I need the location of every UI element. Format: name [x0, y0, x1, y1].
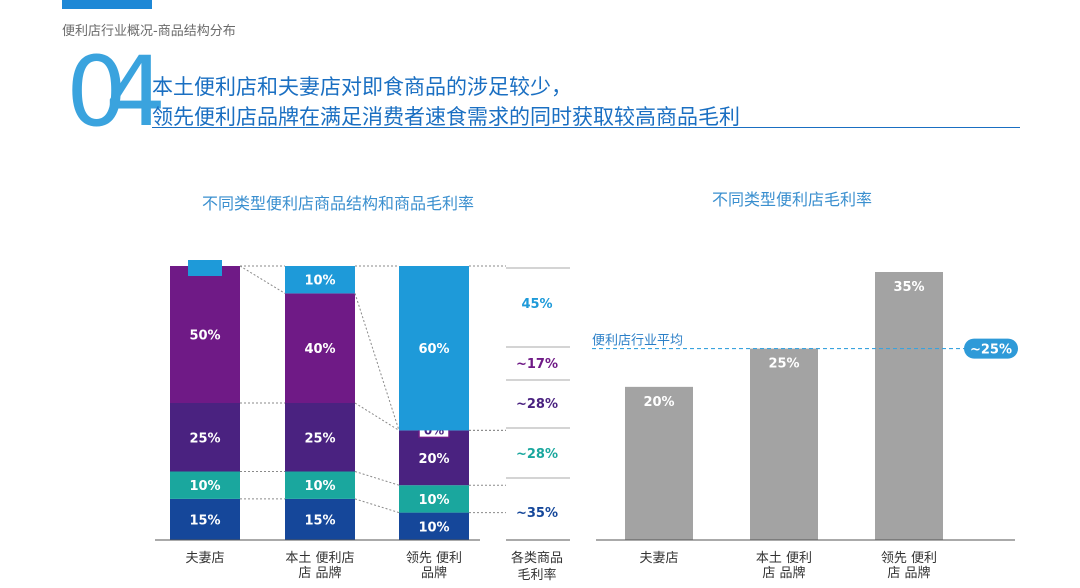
connector-line [354, 498, 400, 514]
right-chart-title: 不同类型便利店毛利率 [712, 190, 873, 209]
segment-label: 10% [189, 479, 220, 494]
category-label: 本土 便利 [756, 551, 812, 566]
segment-label: 10% [418, 520, 449, 535]
gray-bar [625, 386, 693, 540]
stack-segment [285, 403, 355, 472]
category-label: 夫妻店 [639, 551, 678, 566]
stack-segment [399, 430, 469, 486]
connector-line [354, 402, 400, 431]
top-accent-bar [62, 0, 152, 9]
segment-label: 25% [304, 431, 335, 446]
connector-line [239, 265, 286, 294]
segment-label: 50% [189, 329, 220, 344]
breadcrumb: 便利店行业概况-商品结构分布 [62, 24, 236, 39]
segment-label: 10% [304, 274, 335, 289]
headline: 本土便利店和夫妻店对即食商品的涉足较少， 领先便利店品牌在满足消费者速食需求的同… [152, 72, 740, 132]
segment-label: 10% [418, 493, 449, 508]
segment-label: 15% [189, 513, 220, 528]
connector-line [354, 471, 400, 486]
category-label: 夫妻店 [185, 551, 224, 566]
left-chart-title: 不同类型便利店商品结构和商品毛利率 [202, 194, 475, 213]
connector-line [354, 293, 400, 431]
stack-segment [399, 485, 469, 513]
category-label: 品牌 [421, 565, 447, 581]
category-label: 店 品牌 [887, 565, 930, 581]
average-badge-label: ~25% [970, 343, 1012, 358]
category-label: 店 品牌 [762, 565, 805, 581]
bar-value-label: 20% [643, 395, 674, 410]
stack-segment [285, 266, 355, 294]
gray-bar [875, 272, 943, 540]
segment-label: 40% [304, 342, 335, 357]
segment-label: 15% [304, 513, 335, 528]
gray-bar [750, 348, 818, 540]
margin-column-label: 各类商品 [511, 550, 563, 566]
category-label: 领先 便利 [406, 551, 462, 566]
zero-value-box [188, 260, 222, 276]
headline-line-2: 领先便利店品牌在满足消费者速食需求的同时获取较高商品毛利 [152, 105, 740, 129]
segment-label: 60% [418, 342, 449, 357]
bar-value-label: 35% [893, 280, 924, 295]
stack-segment [285, 471, 355, 499]
margin-value: ~35% [516, 506, 558, 521]
stack-segment [170, 471, 240, 499]
segment-label: 10% [304, 479, 335, 494]
headline-line-1: 本土便利店和夫妻店对即食商品的涉足较少， [152, 75, 572, 99]
margin-value: 45% [521, 297, 552, 312]
average-reference-label: 便利店行业平均 [592, 334, 683, 349]
stack-segment [399, 266, 469, 431]
margin-value: ~28% [516, 447, 558, 462]
bar-value-label: 25% [768, 357, 799, 372]
category-label: 本土 便利店 [285, 551, 354, 566]
stack-segment [285, 293, 355, 403]
category-label: 店 品牌 [298, 565, 341, 581]
headline-rule [152, 127, 1020, 128]
stack-segment [170, 266, 240, 403]
stack-segment [170, 498, 240, 540]
stack-segment [399, 512, 469, 540]
segment-label: 25% [189, 431, 220, 446]
margin-column-label: 毛利率 [517, 567, 556, 583]
average-badge [964, 338, 1018, 359]
stack-segment [170, 403, 240, 472]
category-label: 领先 便利 [881, 551, 937, 566]
stack-segment [285, 498, 355, 540]
margin-value: ~17% [516, 357, 558, 372]
margin-value: ~28% [516, 397, 558, 412]
segment-label: 20% [418, 452, 449, 467]
